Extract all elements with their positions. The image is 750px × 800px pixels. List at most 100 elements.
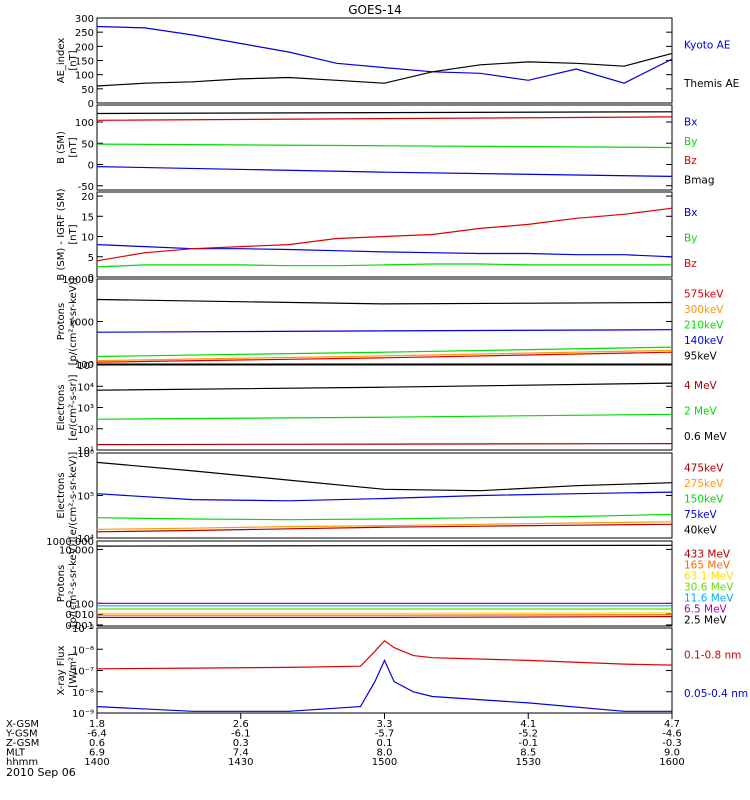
y-axis-label: B (SM) - IGRF (SM)	[56, 188, 67, 280]
orbit-row-label: hhmm	[6, 757, 38, 768]
y-tick-label: 300	[75, 14, 94, 25]
legend-entry: 433 MeV	[684, 549, 731, 561]
y-tick-label: 0.001	[65, 621, 94, 632]
orbit-value: 0.1	[377, 738, 393, 749]
panel-6: 10⁴ 10⁵ 10⁶ Electrons [e/(cm²-s-sr-keV)] 475k…	[56, 449, 724, 545]
legend-entry: 40keV	[684, 524, 718, 536]
series-line	[96, 491, 673, 502]
y-axis-label: Electrons	[56, 472, 67, 518]
legend-entry: 275keV	[684, 478, 724, 490]
orbit-value: 3.3	[377, 719, 393, 730]
panel-frame	[96, 540, 673, 627]
y-axis-label: [e/(cm²-s-sr-keV)]	[68, 452, 79, 540]
orbit-value: 1400	[84, 757, 109, 768]
legend-entry: Bmag	[684, 174, 715, 186]
legend-entry: 150keV	[684, 494, 724, 506]
series-line	[96, 544, 673, 547]
orbit-value: 6.9	[89, 748, 105, 759]
y-tick-label: 10¹	[77, 446, 94, 457]
legend-entry: Bx	[684, 117, 697, 129]
y-tick-label: 20	[81, 192, 94, 203]
y-tick-label: 0.010	[65, 610, 94, 621]
y-axis-label: B (SM)	[56, 131, 67, 164]
legend-entry: 30.6 MeV	[684, 582, 734, 594]
legend-entry: 11.6 MeV	[684, 593, 734, 605]
series-line	[97, 614, 673, 616]
series-line	[97, 615, 673, 619]
y-axis-label: AE_index	[56, 38, 67, 84]
y-tick-label: 0.100	[65, 599, 94, 610]
series-line	[96, 298, 673, 305]
orbit-value: -5.7	[375, 729, 395, 740]
series-line	[96, 329, 673, 333]
y-tick-label: 250	[75, 28, 94, 39]
y-axis-label: [nT]	[68, 137, 79, 157]
legend-entry: 575keV	[684, 289, 724, 301]
series-line	[96, 349, 673, 362]
panel-8: 10⁻⁹ 10⁻⁸ 10⁻⁷ 10⁻⁶ 10⁻⁵ X-ray Flux [W/m²] 0.1-…	[56, 624, 748, 720]
orbit-value: 4.7	[664, 719, 680, 730]
y-tick-label: 10⁵	[77, 492, 94, 503]
y-axis-label: X-ray Flux	[56, 645, 67, 695]
y-tick-label: 10⁵	[77, 361, 94, 372]
y-tick-label: 50	[81, 85, 94, 96]
series-line	[96, 658, 672, 712]
legend-entry: 75keV	[684, 509, 718, 521]
y-axis-label: Electrons	[56, 384, 67, 430]
orbit-value: 0.3	[233, 738, 249, 749]
y-tick-label: -50	[78, 182, 94, 193]
orbit-value: -6.4	[87, 729, 107, 740]
y-tick-label: 10000	[62, 275, 94, 286]
y-tick-label: 5	[88, 253, 94, 264]
panel-frame	[96, 364, 673, 451]
series-line	[96, 52, 673, 87]
panel-3: 0 5 10 15 20 B (SM) - IGRF (SM) [nT] Bx By Bz	[56, 188, 697, 284]
orbit-value: 1600	[659, 757, 684, 768]
legend-entry: 4 MeV	[684, 380, 718, 392]
orbit-value: 1430	[228, 757, 253, 768]
orbit-value: 9.0	[664, 748, 680, 759]
panel-2: -50 0 50 100 B (SM) [nT] Bx By Bz Bmag	[56, 104, 715, 193]
series-line	[96, 263, 672, 268]
series-line	[96, 116, 673, 121]
y-axis-label: [p/(cm²-s-sr-keV)]	[68, 278, 79, 366]
orbit-value: -6.1	[231, 729, 251, 740]
series-line	[96, 513, 673, 521]
legend-entry: 0.6 MeV	[684, 431, 728, 443]
legend-entry: Bz	[684, 155, 697, 167]
panel-4: 100 1000 10000 Protons [p/(cm²-s-sr-keV)] 575…	[56, 275, 724, 371]
y-tick-label: 1000.000	[46, 537, 94, 548]
y-tick-label: 150	[75, 57, 94, 68]
panel-frame	[96, 191, 673, 278]
orbit-value: -5.2	[518, 729, 538, 740]
y-tick-label: 0	[88, 161, 94, 172]
y-axis-label: [nT]	[68, 224, 79, 244]
series-line	[96, 143, 673, 149]
y-axis-label: Protons	[56, 565, 67, 602]
series-line	[96, 111, 673, 115]
legend-entry: 0.1-0.8 nm	[684, 649, 741, 661]
y-axis-label: [e/(cm²-s-sr)]	[68, 374, 79, 440]
legend-entry: 2 MeV	[684, 406, 718, 418]
y-tick-label: 10⁴	[77, 382, 94, 393]
y-tick-label: 100	[75, 360, 94, 371]
y-tick-label: 100	[75, 118, 94, 129]
orbit-row-label: Y-GSM	[5, 729, 38, 740]
y-axis-label: [nT]	[68, 50, 79, 70]
y-tick-label: 10⁶	[77, 449, 94, 460]
legend-entry: 2.5 MeV	[684, 615, 728, 627]
orbit-value: 2.6	[233, 719, 249, 730]
orbit-value: -4.6	[662, 729, 682, 740]
panel-frame	[96, 278, 673, 365]
legend-entry: 95keV	[684, 350, 718, 362]
series-line	[96, 346, 673, 358]
y-tick-label: 10³	[77, 404, 94, 415]
y-tick-label: 10⁴	[77, 534, 94, 545]
series-line	[96, 166, 673, 177]
orbit-value: 1500	[372, 757, 397, 768]
legend-entry: 6.5 MeV	[684, 604, 728, 616]
series-line	[96, 25, 673, 84]
orbit-value: 0.6	[89, 738, 105, 749]
